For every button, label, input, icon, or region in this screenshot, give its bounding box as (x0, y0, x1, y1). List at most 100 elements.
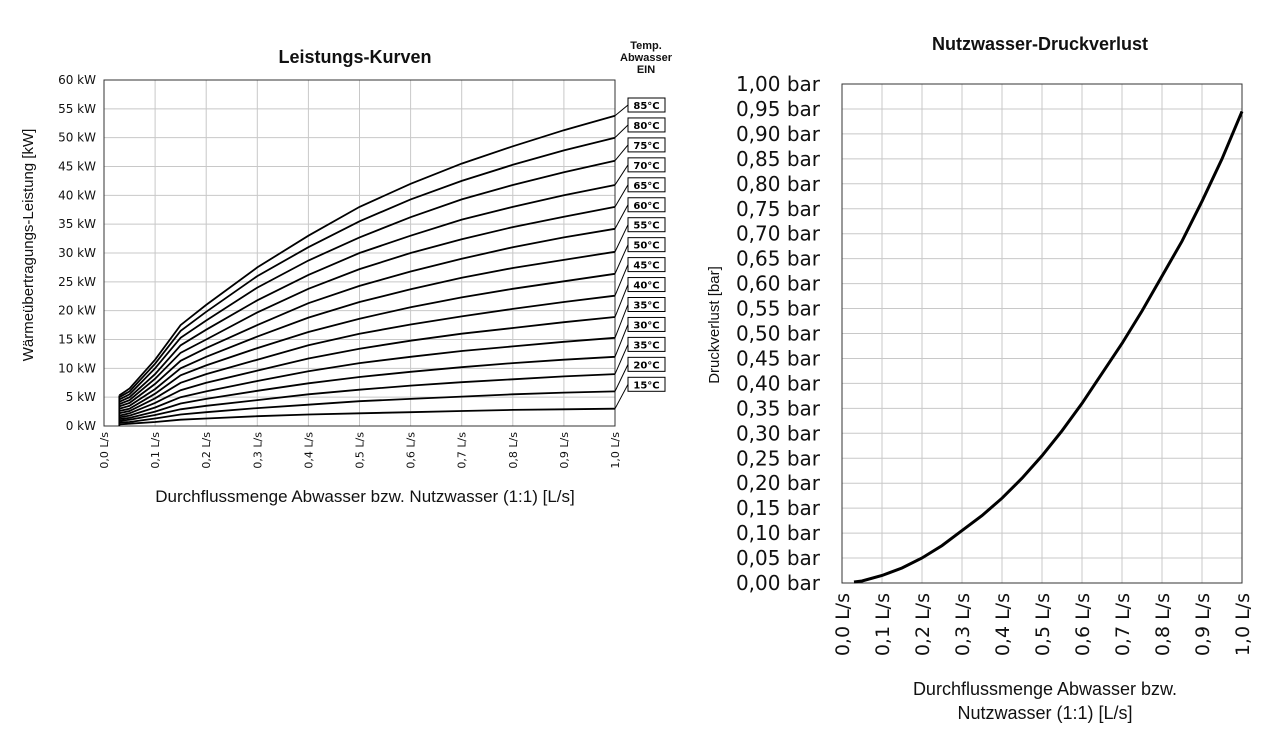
left-series-tag-connector (614, 104, 629, 117)
left-series-tag-label: 70°C (633, 161, 659, 172)
right-y-tick-label: 0,30 bar (736, 421, 821, 445)
right-x-tick-label: 0,0 L/s (832, 593, 854, 656)
right-y-tick-label: 0,50 bar (736, 322, 821, 346)
right-x-tick-label: 0,1 L/s (872, 593, 894, 656)
left-series-tag-connector (614, 344, 629, 375)
left-series-tag-label: 50°C (633, 241, 659, 252)
left-series-line (119, 316, 616, 417)
left-series-tag-connector (614, 264, 629, 296)
left-series-tag-connector (614, 204, 629, 230)
left-series-tag-box (627, 197, 666, 213)
left-y-tick-label: 15 kW (58, 333, 96, 347)
right-x-tick-label: 0,6 L/s (1072, 593, 1094, 656)
left-x-tick-label: 0,2 L/s (200, 432, 213, 469)
left-chart-title: Leistungs-Kurven (278, 47, 431, 67)
right-y-tick-label: 0,25 bar (736, 446, 821, 470)
left-y-tick-label: 55 kW (58, 102, 96, 116)
left-series-tag-connector (614, 184, 629, 208)
left-y-tick-label: 30 kW (58, 246, 96, 260)
left-series-tag-label: 80°C (633, 121, 659, 132)
left-series-line (119, 272, 616, 412)
right-chart-title: Nutzwasser-Druckverlust (932, 34, 1148, 54)
right-x-tick-label: 0,4 L/s (992, 593, 1014, 656)
left-y-tick-label: 50 kW (58, 131, 96, 145)
right-y-tick-label: 0,15 bar (736, 496, 821, 520)
left-series-tag-label: 15°C (633, 380, 659, 391)
left-series-tag-label: 40°C (633, 281, 659, 292)
left-x-tick-label: 0,9 L/s (558, 432, 571, 469)
right-x-tick-label: 0,2 L/s (912, 593, 934, 656)
left-series-line (118, 114, 616, 397)
left-series-tag-label: 60°C (633, 201, 659, 212)
left-x-tick-label: 0,0 L/s (98, 432, 111, 469)
left-x-tick-label: 0,7 L/s (456, 432, 469, 469)
left-series-tag-box (627, 297, 666, 312)
right-y-tick-label: 0,85 bar (736, 147, 821, 171)
left-y-tick-label: 60 kW (58, 73, 96, 87)
right-x-tick-label: 0,7 L/s (1112, 593, 1134, 656)
left-series-tag-label: 35°C (633, 340, 659, 351)
left-series-tag-connector (614, 224, 629, 253)
left-series-tag-label: 55°C (633, 221, 659, 232)
left-y-tick-label: 5 kW (66, 390, 96, 404)
right-y-tick-label: 0,90 bar (736, 122, 821, 146)
left-series-tag-connector (614, 304, 629, 338)
right-y-tick-label: 0,10 bar (736, 521, 821, 545)
left-y-tick-label: 45 kW (58, 160, 96, 174)
left-series-line (119, 355, 616, 420)
right-y-tick-label: 0,55 bar (736, 297, 821, 321)
right-y-tick-label: 0,65 bar (736, 247, 821, 271)
left-series-tag-connector (614, 124, 629, 139)
left-y-tick-label: 0 kW (66, 419, 96, 433)
left-series-tag-box (627, 316, 666, 332)
left-series-line (118, 159, 616, 401)
left-y-axis-label: Wärmeübertragungs-Leistung [kW] (20, 129, 37, 362)
left-series-tag-box (627, 257, 666, 273)
left-x-tick-label: 0,8 L/s (507, 432, 520, 469)
right-x-tick-label: 0,5 L/s (1032, 593, 1054, 656)
right-y-tick-label: 0,60 bar (736, 272, 821, 296)
left-x-tick-label: 1,0 L/s (609, 432, 622, 469)
right-y-tick-label: 1,00 bar (736, 72, 821, 96)
left-series-line (119, 336, 616, 419)
left-series-line (118, 136, 616, 398)
left-series-tag-connector (614, 284, 629, 318)
left-series-tag-box (627, 97, 666, 113)
left-series-tag-box (627, 277, 666, 293)
left-series-tag-box (627, 117, 666, 133)
right-y-tick-label: 0,45 bar (736, 346, 821, 370)
right-series-line (853, 110, 1244, 584)
right-x-tick-label: 0,8 L/s (1152, 593, 1174, 656)
right-x-tick-label: 0,9 L/s (1192, 593, 1214, 656)
right-x-tick-label: 0,3 L/s (952, 593, 974, 656)
left-series-tag-box (627, 177, 666, 193)
left-series-tag-connector (614, 384, 629, 409)
right-y-tick-label: 0,75 bar (736, 197, 821, 221)
left-x-tick-label: 0,5 L/s (354, 432, 367, 469)
left-x-tick-label: 0,4 L/s (302, 432, 315, 469)
right-x-tick-label: 1,0 L/s (1232, 593, 1254, 656)
right-y-tick-label: 0,35 bar (736, 396, 821, 420)
left-series-tag-connector (614, 364, 629, 392)
left-series-line (119, 390, 616, 424)
left-legend-title: Temp. (630, 40, 662, 52)
left-series-line (118, 206, 616, 405)
left-y-tick-label: 25 kW (58, 275, 96, 289)
right-y-tick-label: 0,20 bar (736, 471, 821, 495)
right-y-tick-label: 0,40 bar (736, 371, 821, 395)
left-plot-frame (103, 79, 616, 427)
left-series-line (119, 227, 616, 408)
left-series-line (119, 407, 616, 426)
left-x-tick-label: 0,3 L/s (251, 432, 264, 469)
left-series-tag-label: 30°C (633, 320, 659, 331)
left-y-tick-label: 40 kW (58, 188, 96, 202)
left-x-axis-label: Durchflussmenge Abwasser bzw. Nutzwasser… (155, 487, 575, 506)
right-y-tick-label: 0,05 bar (736, 546, 821, 570)
left-y-tick-label: 20 kW (58, 304, 96, 318)
right-y-axis-label: Druckverlust [bar] (706, 266, 723, 384)
left-series-tag-box (627, 217, 666, 233)
left-series-tag-label: 85°C (633, 101, 659, 112)
right-x-axis-label: Durchflussmenge Abwasser bzw. (913, 679, 1177, 699)
left-x-tick-label: 0,1 L/s (149, 432, 162, 469)
left-legend-title: EIN (637, 64, 655, 76)
